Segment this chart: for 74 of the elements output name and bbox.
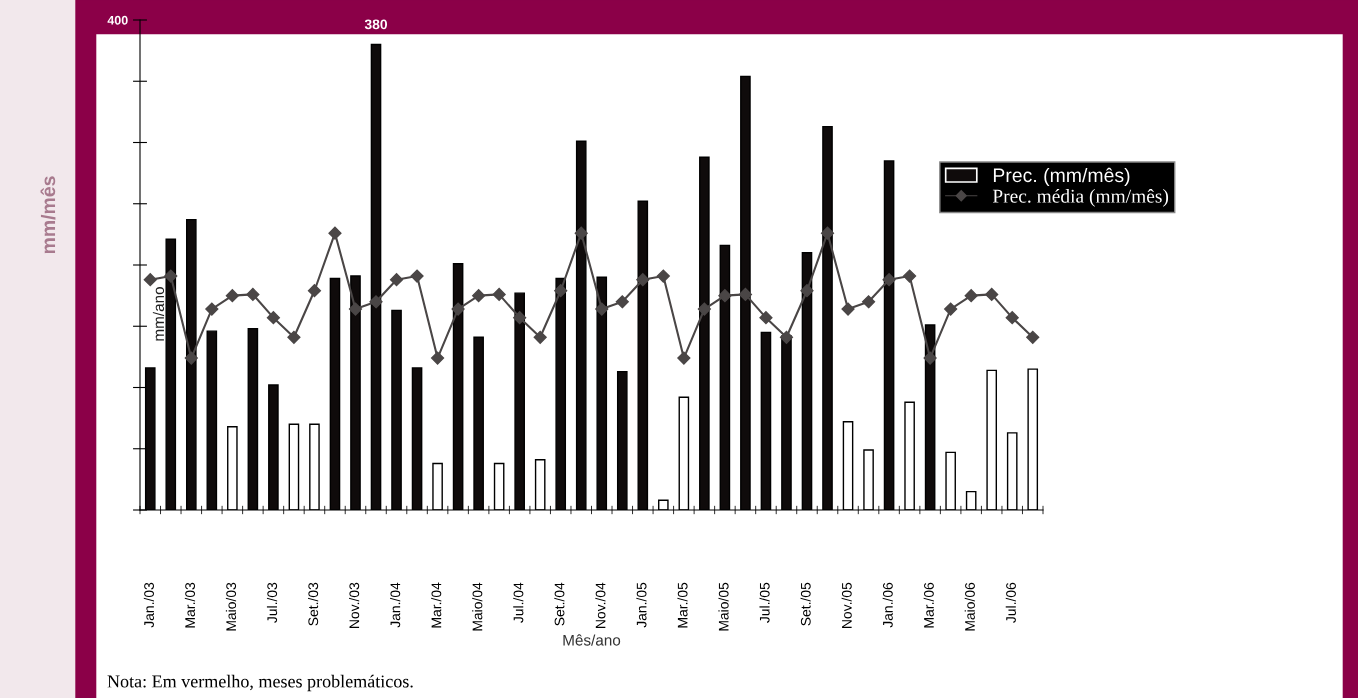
point	[369, 295, 383, 309]
x-tick-label: Set./05	[800, 582, 811, 626]
text: mm/mês	[40, 176, 56, 254]
point	[554, 284, 568, 298]
point	[164, 269, 178, 283]
text: Nota: Em vermelho, meses problemáticos.	[107, 674, 413, 692]
x-tick-label: Jul./03	[266, 582, 278, 623]
point	[718, 289, 732, 303]
x-tick-label: Maio/06	[964, 582, 975, 631]
point	[759, 311, 773, 325]
point	[636, 273, 650, 287]
point	[205, 302, 219, 316]
point	[348, 302, 363, 316]
x-tick-label: Nov./03	[349, 582, 360, 628]
x-tick-label: Mar./05	[677, 582, 688, 628]
x-tick-label: Jul./04	[513, 582, 524, 623]
x-tick-label: Nov./05	[841, 582, 852, 628]
point	[944, 302, 958, 316]
legend-label: Prec. média (mm/mês)	[992, 189, 1169, 207]
point	[328, 226, 342, 240]
point	[923, 351, 937, 365]
point	[513, 311, 527, 325]
point	[820, 226, 835, 240]
data-label: 380	[364, 19, 388, 30]
point	[1005, 311, 1019, 325]
point	[389, 273, 404, 287]
x-tick-label: Nov./04	[595, 582, 606, 628]
x-tick-label: Set./03	[307, 582, 319, 626]
point	[656, 269, 670, 283]
x-tick-label: Jan./03	[143, 582, 154, 628]
point	[287, 330, 301, 344]
x-tick-label: Maio/05	[718, 582, 729, 631]
point	[225, 289, 239, 303]
x-tick-label: Maio/03	[225, 582, 237, 631]
x-tick-label: Jul./06	[1005, 582, 1016, 623]
point	[964, 289, 978, 303]
point	[410, 269, 424, 283]
legend-label: Prec. (mm/mês)	[993, 167, 1130, 187]
x-axis-title: Mês/ano	[563, 634, 621, 646]
x-tick-label: Mar./04	[431, 582, 442, 628]
point	[574, 226, 588, 240]
x-tick-label: Jan./05	[636, 582, 647, 628]
point	[492, 287, 506, 301]
point	[841, 302, 855, 316]
x-tick-label: Mar./03	[184, 582, 196, 628]
point	[595, 302, 609, 316]
point	[779, 330, 794, 344]
point	[697, 302, 711, 316]
point	[738, 287, 753, 301]
point	[677, 351, 691, 365]
point	[246, 287, 260, 301]
x-tick-label: Set./04	[554, 582, 565, 626]
point	[903, 269, 917, 283]
point	[266, 311, 280, 325]
x-tick-label: Jan./06	[882, 582, 893, 628]
x-tick-label: Maio/04	[472, 582, 483, 631]
point	[882, 273, 896, 287]
point	[472, 289, 486, 303]
point	[985, 287, 999, 301]
point	[307, 284, 322, 298]
point	[143, 273, 157, 287]
y-axis-title: mm/ano	[152, 287, 165, 341]
y-tick-label: 400	[107, 15, 128, 25]
x-tick-label: Jan./04	[390, 582, 401, 628]
point	[533, 330, 547, 344]
x-tick-label: Jul./05	[759, 582, 770, 623]
point	[430, 351, 445, 365]
x-tick-label: Mar./06	[923, 582, 934, 628]
point	[451, 302, 465, 316]
point	[615, 295, 629, 309]
point	[184, 351, 198, 365]
point	[1026, 330, 1040, 344]
point	[861, 295, 876, 309]
point	[800, 284, 814, 298]
